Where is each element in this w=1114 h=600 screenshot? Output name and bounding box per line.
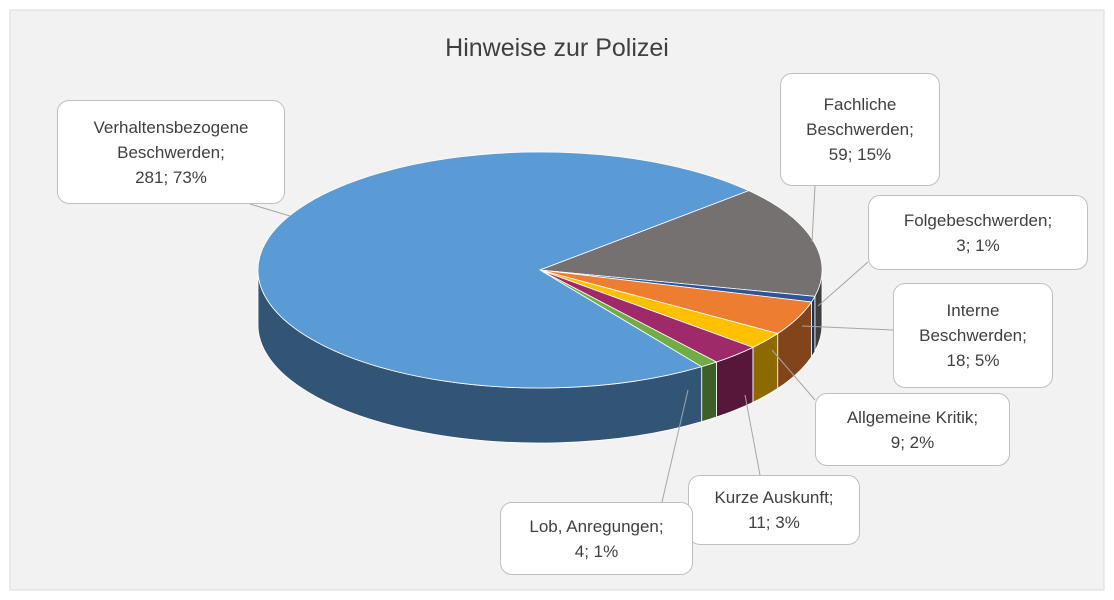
data-label: Interne Beschwerden; 18; 5%: [893, 283, 1053, 388]
label-category: Interne Beschwerden;: [919, 301, 1027, 345]
leader-line: [801, 325, 894, 331]
label-value: 9; 2%: [890, 432, 935, 452]
label-category: Folgebeschwerden;: [903, 210, 1053, 230]
data-label: Lob, Anregungen; 4; 1%: [500, 502, 693, 575]
label-value: 3; 1%: [956, 235, 1000, 255]
leader-line: [744, 394, 761, 476]
slice-side: [701, 361, 717, 423]
data-label: Fachliche Beschwerden; 59; 15%: [780, 73, 940, 186]
label-category: Verhaltensbezogene Beschwerden;: [93, 117, 249, 162]
leader-line: [817, 261, 869, 307]
label-value: 11; 3%: [748, 513, 800, 532]
label-category: Lob, Anregungen;: [529, 516, 664, 536]
label-category: Fachliche Beschwerden;: [806, 95, 914, 139]
data-label: Folgebeschwerden; 3; 1%: [868, 195, 1088, 270]
chart-title: Hinweise zur Polizei: [445, 34, 669, 62]
data-label: Kurze Auskunft; 11; 3%: [688, 475, 860, 545]
slice: [539, 190, 823, 297]
slice: [539, 269, 718, 368]
label-category: Kurze Auskunft;: [714, 488, 834, 507]
data-label: Verhaltensbezogene Beschwerden; 281; 73%: [57, 100, 285, 204]
label-value: 4; 1%: [574, 541, 619, 561]
data-label: Allgemeine Kritik; 9; 2%: [815, 393, 1010, 466]
label-category: Allgemeine Kritik;: [846, 407, 979, 427]
leader-line: [811, 185, 816, 243]
leader-line: [249, 203, 291, 217]
label-value: 59; 15%: [828, 145, 892, 164]
leader-line: [661, 389, 689, 503]
leader-line: [771, 349, 816, 401]
label-value: 281; 73%: [135, 167, 207, 187]
slice: [257, 151, 750, 389]
label-value: 18; 5%: [946, 351, 1000, 370]
